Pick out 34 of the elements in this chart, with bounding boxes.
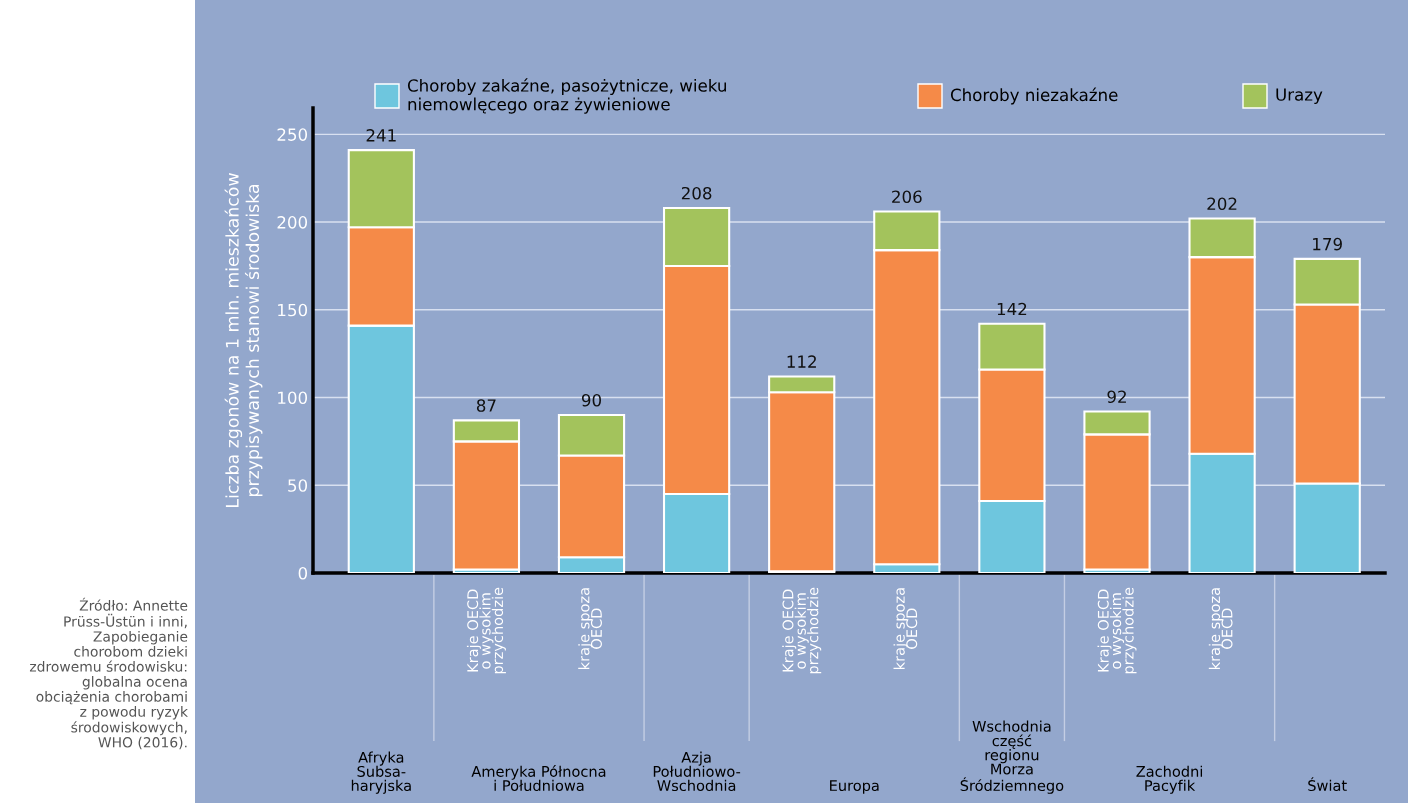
y-tick-label: 250 bbox=[277, 128, 308, 141]
y-tick-label: 100 bbox=[278, 391, 308, 405]
x-tick-label: kraje spoza OECD bbox=[893, 588, 918, 670]
legend-label: Choroby zakaźne, pasożytnicze, wieku niemowlęcego oraz żywieniowe bbox=[407, 78, 726, 114]
y-tick-label: 150 bbox=[278, 303, 308, 317]
text: Świat bbox=[1308, 777, 1347, 792]
total-label: 112 bbox=[787, 355, 816, 368]
y-tick-label: 50 bbox=[288, 479, 308, 492]
total-label: 179 bbox=[1313, 237, 1342, 251]
y-axis-title: Liczba zgonów na 1 mln. mieszkańców przypisywanych stanowi środowiska bbox=[224, 173, 263, 507]
x-tick-label: Kraje OECD o wysokim przychodzie bbox=[1097, 587, 1137, 674]
legend-label: Choroby niezakaźne bbox=[950, 87, 1118, 105]
text: Wschodnia część regionu Morza Śródziemnego bbox=[960, 720, 1064, 794]
text: Europa bbox=[830, 780, 879, 794]
x-tick-label: kraje spoza OECD bbox=[578, 588, 602, 670]
text: Afryka Subsa- haryjska bbox=[351, 751, 411, 794]
x-tick-label: Kraje OECD o wysokim przychodzie bbox=[466, 587, 506, 674]
y-tick-label: 200 bbox=[277, 216, 308, 229]
total-label: 241 bbox=[366, 129, 396, 142]
x-tick-label: kraje spoza OECD bbox=[1208, 588, 1233, 670]
total-label: 92 bbox=[1107, 390, 1126, 404]
text: Źródło: Annette Prüss-Üstün i inni, Zapobieganie chorobom dzieki zdrowemu środowisku: globalna ocena obciążenia chorobami z powodu ryzyk środowiskowych, WHO (2016). bbox=[29, 597, 188, 750]
legend-label: Urazy bbox=[1276, 88, 1323, 105]
x-tick-label: Kraje OECD o wysokim przychodzie bbox=[782, 587, 822, 674]
y-tick-label: 0 bbox=[298, 566, 308, 580]
total-label: 87 bbox=[476, 399, 496, 412]
total-label: 202 bbox=[1207, 197, 1237, 211]
total-label: 206 bbox=[892, 190, 922, 204]
total-label: 208 bbox=[681, 186, 712, 200]
total-label: 142 bbox=[997, 302, 1027, 316]
text: Zachodni Pacyfik bbox=[1136, 765, 1203, 794]
text: Azja Południowo- Wschodnia bbox=[653, 751, 741, 792]
total-label: 90 bbox=[581, 393, 602, 407]
text: Ameryka Północna i Południowa bbox=[471, 765, 606, 792]
